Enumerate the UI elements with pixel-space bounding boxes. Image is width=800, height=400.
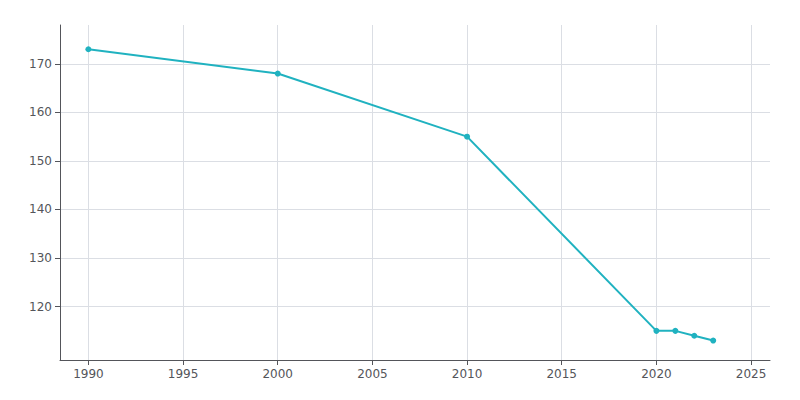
svg-text:2015: 2015: [546, 367, 577, 381]
svg-text:150: 150: [29, 154, 52, 168]
svg-text:2025: 2025: [736, 367, 767, 381]
svg-text:1995: 1995: [168, 367, 199, 381]
svg-text:170: 170: [29, 57, 52, 71]
svg-text:1990: 1990: [73, 367, 104, 381]
svg-text:140: 140: [29, 202, 52, 216]
svg-text:2000: 2000: [262, 367, 293, 381]
svg-text:2010: 2010: [452, 367, 483, 381]
svg-text:2005: 2005: [357, 367, 388, 381]
svg-text:2020: 2020: [641, 367, 672, 381]
svg-text:130: 130: [29, 251, 52, 265]
svg-text:120: 120: [29, 300, 52, 314]
svg-text:160: 160: [29, 105, 52, 119]
